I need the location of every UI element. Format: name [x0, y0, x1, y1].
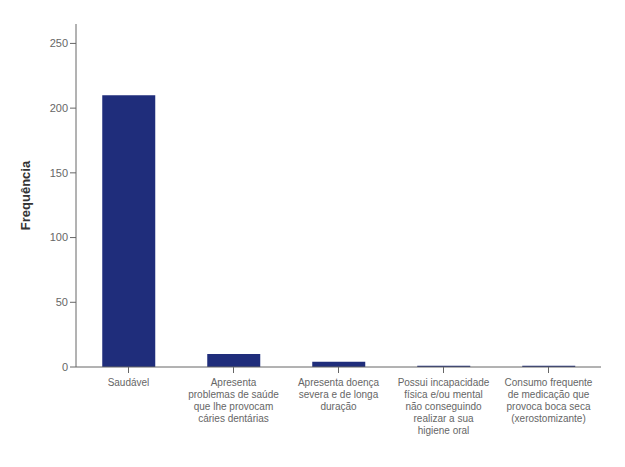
- svg-text:0: 0: [62, 361, 68, 373]
- svg-text:Saudável: Saudável: [108, 377, 150, 388]
- svg-text:200: 200: [50, 102, 68, 114]
- svg-text:Apresenta doençasevera e de lo: Apresenta doençasevera e de longaduração: [298, 377, 380, 412]
- svg-text:Possui incapacidadefísica e/ou: Possui incapacidadefísica e/ou mentalnão…: [398, 377, 490, 436]
- svg-text:100: 100: [50, 231, 68, 243]
- svg-text:150: 150: [50, 167, 68, 179]
- svg-text:Frequência: Frequência: [18, 160, 33, 230]
- svg-text:250: 250: [50, 37, 68, 49]
- svg-text:Apresentaproblemas de saúdeque: Apresentaproblemas de saúdeque lhe provo…: [188, 377, 279, 424]
- svg-text:50: 50: [56, 296, 68, 308]
- svg-text:Consumo frequentede medicação: Consumo frequentede medicação queprovoca…: [505, 377, 593, 424]
